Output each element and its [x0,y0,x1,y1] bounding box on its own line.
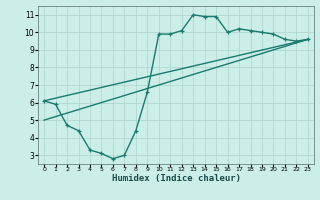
X-axis label: Humidex (Indice chaleur): Humidex (Indice chaleur) [111,174,241,183]
